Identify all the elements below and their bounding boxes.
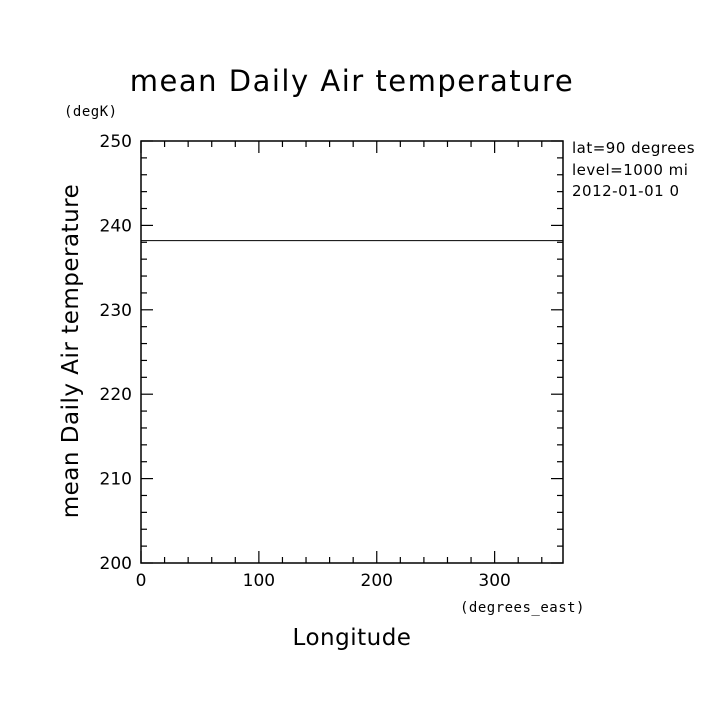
annotation-block: lat=90 degrees level=1000 mi 2012-01-01 …: [572, 139, 695, 200]
annotation-line: level=1000 mi: [572, 161, 688, 179]
x-axis-units: (degrees_east): [460, 600, 585, 616]
y-tick-label: 210: [100, 470, 132, 490]
y-axis-label: mean Daily Air temperature: [58, 184, 84, 519]
x-tick-label: 100: [243, 571, 275, 591]
x-tick-label: 0: [136, 571, 147, 591]
y-axis-units: (degK): [64, 104, 118, 120]
annotation-line: 2012-01-01 0: [572, 182, 679, 200]
y-tick-label: 250: [100, 132, 132, 152]
plot-area: 0 100 200 300 200 210 220 230 240 250: [100, 132, 564, 591]
chart-title-text: mean Daily Air temperature: [130, 64, 574, 98]
y-tick-label: 230: [100, 301, 132, 321]
y-tick-label: 200: [100, 554, 132, 574]
x-tick-label: 200: [361, 571, 393, 591]
x-tick-label: 300: [478, 571, 510, 591]
chart-title: mean Daily Air temperature: [130, 64, 574, 98]
y-tick-label: 240: [100, 216, 132, 236]
x-axis-label: Longitude: [293, 625, 412, 651]
plot-frame: [140, 140, 564, 564]
annotation-line: lat=90 degrees: [572, 139, 695, 157]
y-tick-label: 220: [100, 385, 132, 405]
